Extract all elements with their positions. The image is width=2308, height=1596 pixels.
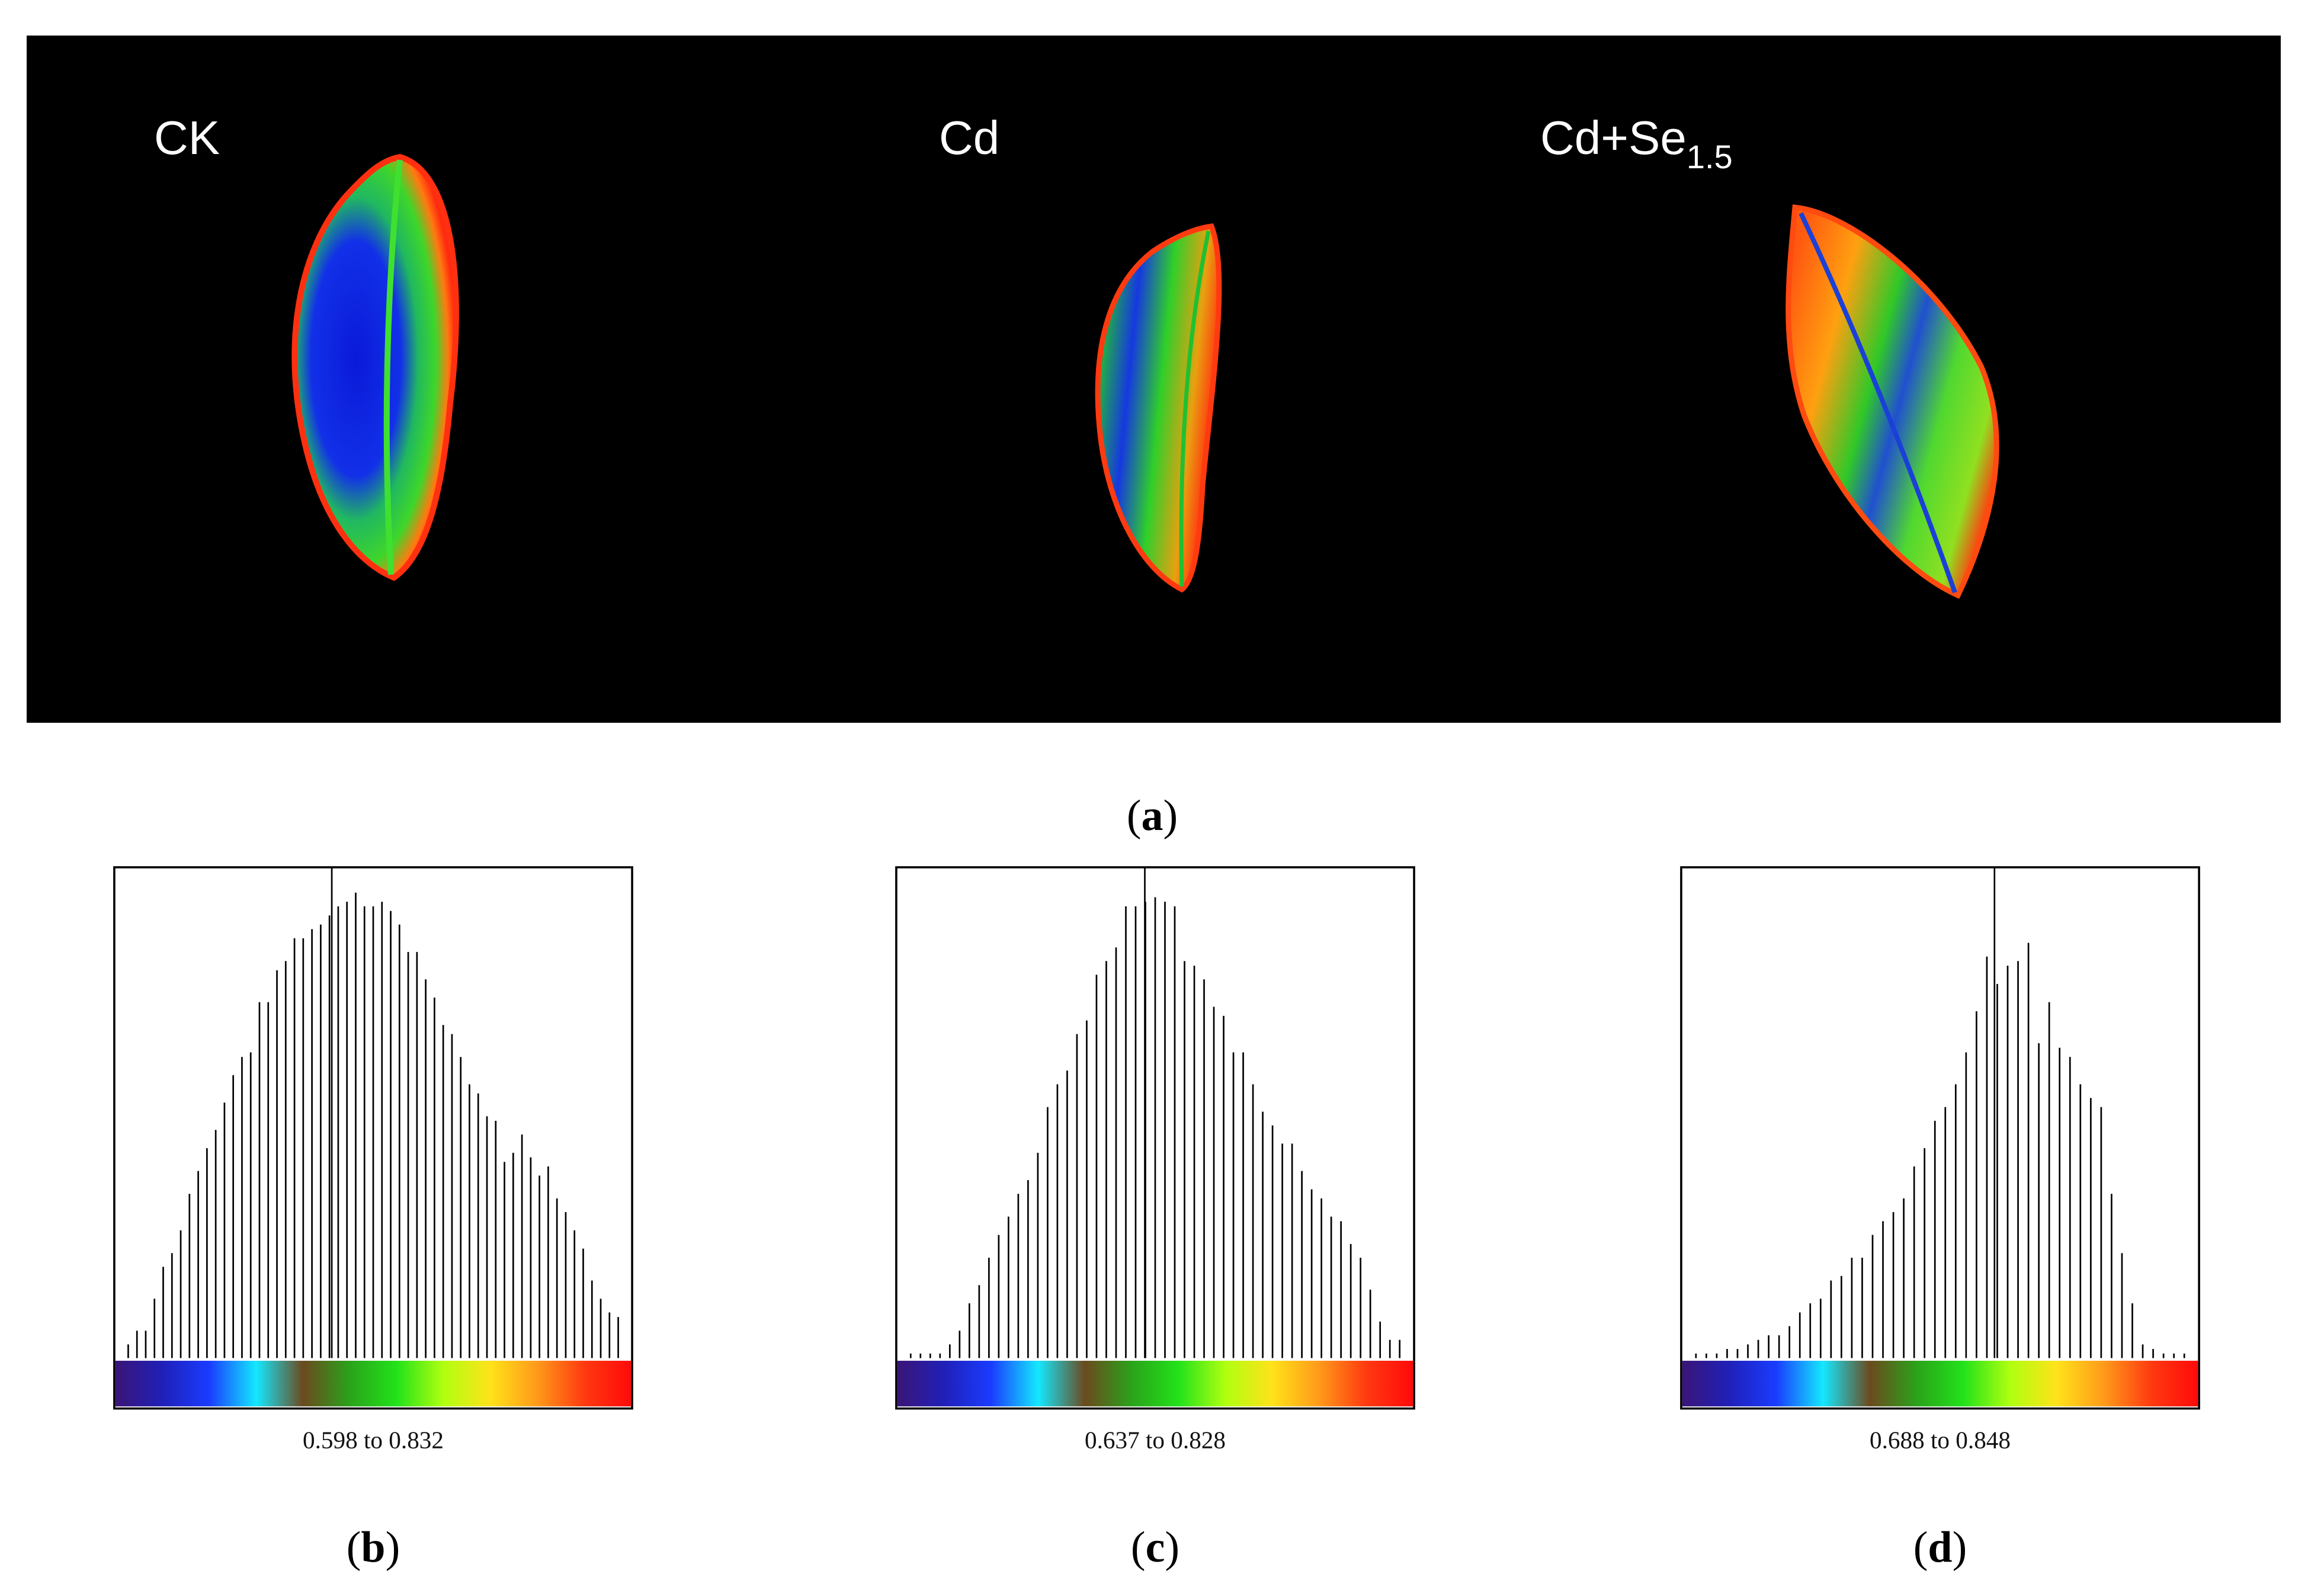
histogram-frame — [1680, 866, 2200, 1410]
histogram-d: 0.688 to 0.848 — [1650, 862, 2230, 1472]
range-label: 0.688 to 0.848 — [1870, 1427, 2011, 1454]
histogram-c: 0.637 to 0.828 — [865, 862, 1445, 1472]
range-label: 0.598 to 0.832 — [303, 1427, 444, 1454]
leaf-ck — [291, 153, 459, 581]
caption-a: (a) — [1126, 791, 1178, 840]
color-scale-bar — [897, 1360, 1413, 1406]
color-scale-bar — [1682, 1360, 2198, 1406]
caption-c: (c) — [1130, 1523, 1180, 1572]
leaf-cd-se — [1786, 204, 1999, 599]
leaf-cd — [1095, 223, 1222, 593]
histogram-b-svg: 0.598 to 0.832 — [113, 866, 633, 1454]
leaf-label-ck: CK — [154, 111, 220, 164]
leaf-image-panel: CK Cd Cd+Se1.5 — [27, 36, 2281, 723]
histogram-d-svg: 0.688 to 0.848 — [1680, 866, 2200, 1454]
color-scale-bar — [115, 1360, 632, 1406]
leaf-label-cd-se: Cd+Se1.5 — [1540, 111, 1733, 175]
caption-b: (b) — [346, 1523, 400, 1572]
leaf-label-cd: Cd — [939, 111, 999, 164]
caption-d: (d) — [1913, 1523, 1967, 1572]
histogram-c-svg: 0.637 to 0.828 — [895, 866, 1415, 1454]
range-label: 0.637 to 0.828 — [1085, 1427, 1226, 1454]
leaf-image-svg: CK Cd Cd+Se1.5 — [154, 111, 1999, 599]
histogram-b: 0.598 to 0.832 — [83, 862, 663, 1472]
